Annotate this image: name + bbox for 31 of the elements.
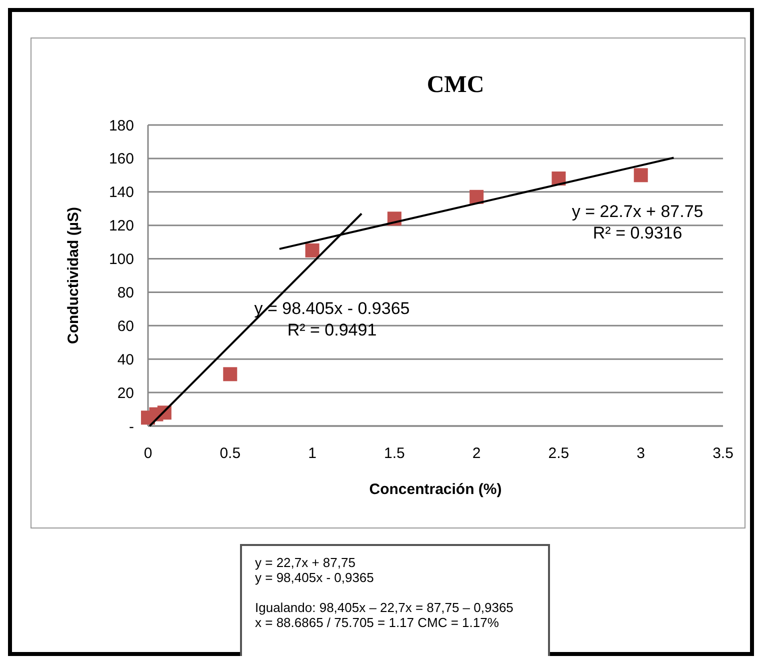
text: Igualando: 98,405x – 22,7x = 87,75 – 0,9365 bbox=[255, 600, 514, 615]
y-tick-label: 180 bbox=[108, 117, 134, 134]
y-tick-label: 80 bbox=[117, 284, 134, 302]
text: y = 98,405x - 0,9365 bbox=[255, 570, 374, 585]
y-tick-label: 120 bbox=[108, 218, 134, 235]
x-tick-label: 0 bbox=[144, 445, 152, 462]
annotation: R² = 0.9316 bbox=[592, 224, 682, 243]
y-tick-label: 60 bbox=[117, 318, 134, 335]
x-tick-label: 2.5 bbox=[548, 445, 570, 462]
text: x = 88.6865 / 75.705 = 1.17 CMC = 1.17% bbox=[255, 615, 500, 630]
y-tick-label: 20 bbox=[117, 384, 134, 402]
x-tick-label: 1.5 bbox=[384, 445, 405, 462]
text: y = 22,7x + 87,75 bbox=[255, 555, 356, 570]
annotation: R² = 0.9491 bbox=[287, 320, 377, 340]
x-tick-label: 3.5 bbox=[712, 445, 734, 462]
x-tick-label: 2 bbox=[472, 445, 481, 462]
point bbox=[305, 243, 320, 258]
y-tick-label: 140 bbox=[108, 184, 134, 202]
y-axis-title: Conductividad (µS) bbox=[65, 207, 82, 344]
x-tick-label: 0.5 bbox=[220, 445, 241, 462]
x-axis-title: Concentración (%) bbox=[369, 481, 502, 498]
point bbox=[223, 367, 238, 382]
y-tick-label: 100 bbox=[108, 251, 134, 268]
x-tick-label: 1 bbox=[308, 445, 316, 462]
y-tick-label: 160 bbox=[108, 150, 134, 168]
x-tick-label: 3 bbox=[636, 445, 646, 462]
y-tick-label: 40 bbox=[117, 351, 134, 368]
y-tick-label: - bbox=[129, 418, 134, 436]
annotation: y = 22.7x + 87.75 bbox=[572, 202, 704, 221]
point bbox=[634, 168, 648, 182]
chart-title: CMC bbox=[426, 72, 484, 98]
